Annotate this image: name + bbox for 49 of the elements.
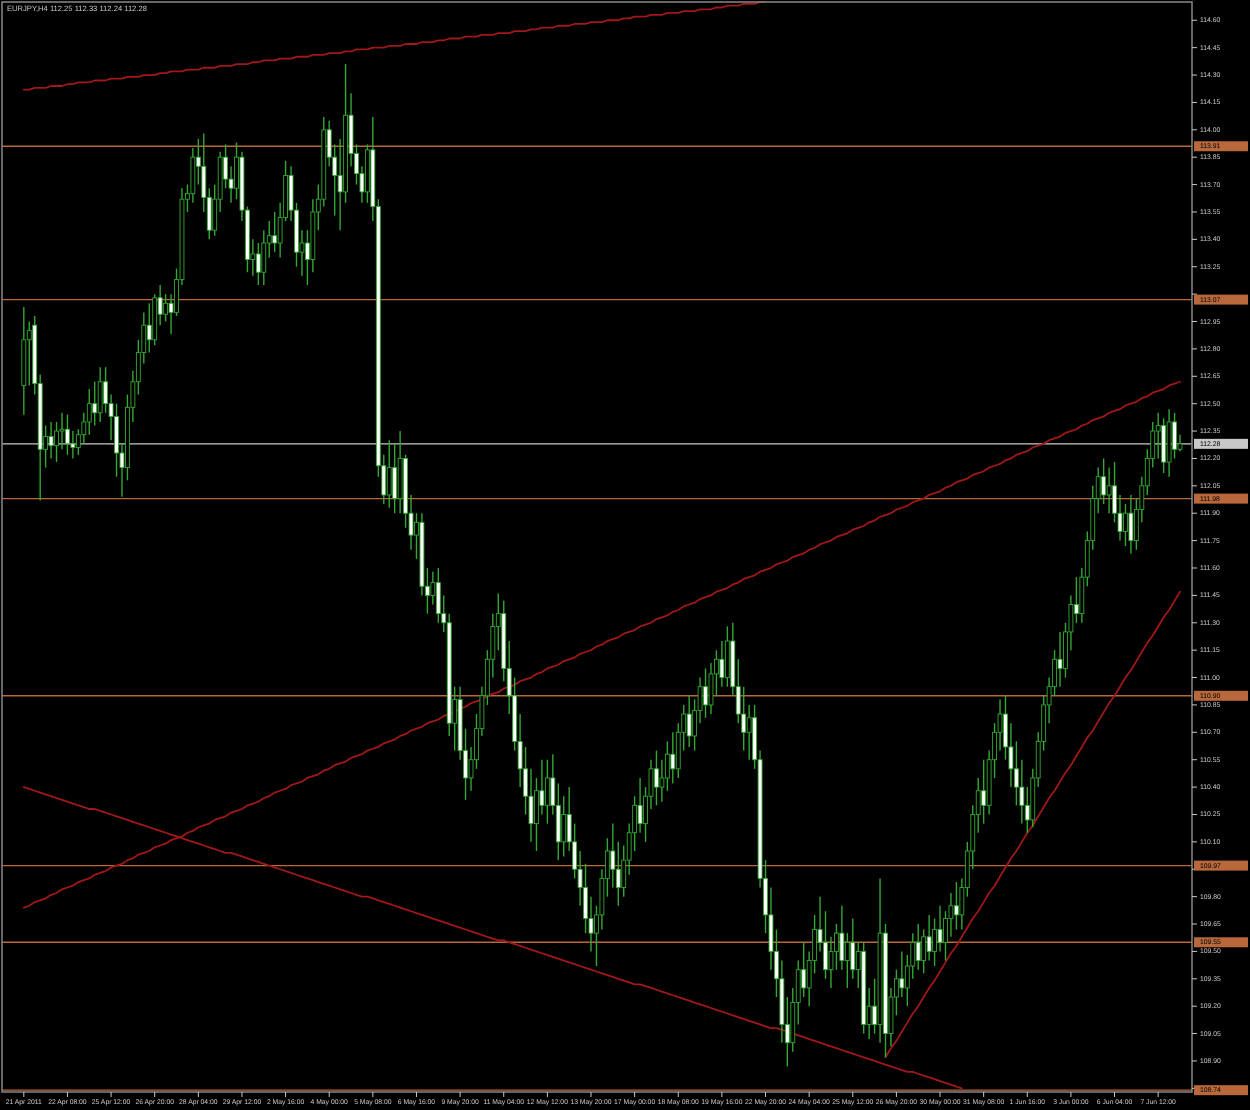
candlestick xyxy=(54,421,59,463)
candlestick xyxy=(272,211,278,253)
candlestick xyxy=(48,421,54,460)
candlestick xyxy=(1155,412,1161,460)
candlestick xyxy=(1123,503,1128,547)
candlestick xyxy=(844,932,850,989)
candlestick xyxy=(686,695,692,748)
candlestick xyxy=(899,950,905,998)
candlestick xyxy=(255,242,261,286)
candlestick xyxy=(654,749,659,807)
candlestick xyxy=(86,388,92,436)
candlestick xyxy=(435,567,441,624)
candlestick xyxy=(561,795,567,858)
candlestick xyxy=(746,704,752,761)
candlestick xyxy=(1101,457,1107,505)
candlestick xyxy=(386,439,392,509)
candlestick xyxy=(724,625,730,688)
candlestick xyxy=(397,430,403,514)
candlestick xyxy=(953,881,959,931)
candlestick xyxy=(92,381,98,427)
candlestick xyxy=(97,366,103,423)
candlestick xyxy=(152,293,158,346)
candlestick xyxy=(539,759,545,816)
candlestick xyxy=(364,143,370,204)
candlestick xyxy=(850,917,856,980)
candlestick xyxy=(1057,631,1063,688)
candlestick xyxy=(801,941,807,998)
candlestick xyxy=(1172,412,1177,460)
candlestick xyxy=(637,777,643,834)
candlestick xyxy=(937,905,943,953)
candlestick xyxy=(719,640,725,688)
candlestick xyxy=(21,306,27,416)
candlestick xyxy=(1161,417,1167,474)
candlestick xyxy=(1106,466,1112,514)
candlestick xyxy=(670,731,676,785)
candlestick xyxy=(65,413,70,456)
candlestick xyxy=(392,443,398,514)
candlestick xyxy=(544,759,550,825)
candlestick xyxy=(1128,494,1134,555)
candlestick xyxy=(926,914,932,962)
line-series xyxy=(884,590,1181,1059)
candlestick xyxy=(430,570,436,606)
candlestick xyxy=(703,667,708,719)
candlestick xyxy=(261,229,267,286)
candlestick xyxy=(190,147,196,204)
candlestick xyxy=(981,759,987,825)
candlestick xyxy=(146,302,152,354)
candlestick xyxy=(1166,408,1172,478)
candlestick xyxy=(915,923,921,971)
